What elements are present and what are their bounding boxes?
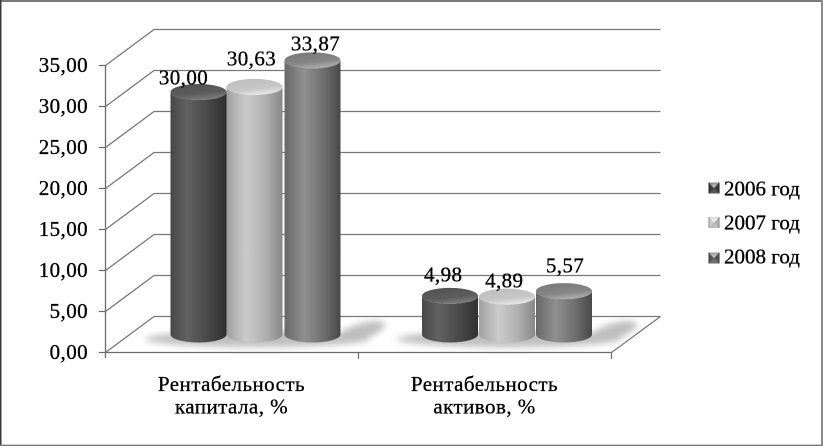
svg-text:2007 год: 2007 год — [724, 211, 800, 235]
svg-text:33,87: 33,87 — [291, 32, 340, 56]
svg-text:капитала, %: капитала, % — [175, 395, 288, 419]
svg-text:30,00: 30,00 — [39, 94, 88, 118]
svg-text:20,00: 20,00 — [39, 176, 88, 200]
svg-text:30,00: 30,00 — [159, 66, 208, 90]
svg-text:активов, %: активов, % — [433, 395, 535, 419]
svg-text:5,00: 5,00 — [50, 299, 88, 323]
svg-text:4,98: 4,98 — [424, 263, 462, 287]
svg-text:0,00: 0,00 — [50, 340, 88, 364]
svg-text:15,00: 15,00 — [39, 217, 88, 241]
svg-text:25,00: 25,00 — [39, 135, 88, 159]
svg-text:4,89: 4,89 — [485, 269, 523, 293]
svg-text:2008 год: 2008 год — [724, 245, 800, 269]
svg-text:35,00: 35,00 — [39, 53, 88, 77]
svg-text:Рентабельность: Рентабельность — [158, 372, 305, 396]
svg-text:5,57: 5,57 — [546, 254, 584, 278]
svg-text:30,63: 30,63 — [227, 47, 276, 71]
svg-text:10,00: 10,00 — [39, 258, 88, 282]
svg-text:2006 год: 2006 год — [724, 177, 800, 201]
svg-text:Рентабельность: Рентабельность — [411, 372, 558, 396]
